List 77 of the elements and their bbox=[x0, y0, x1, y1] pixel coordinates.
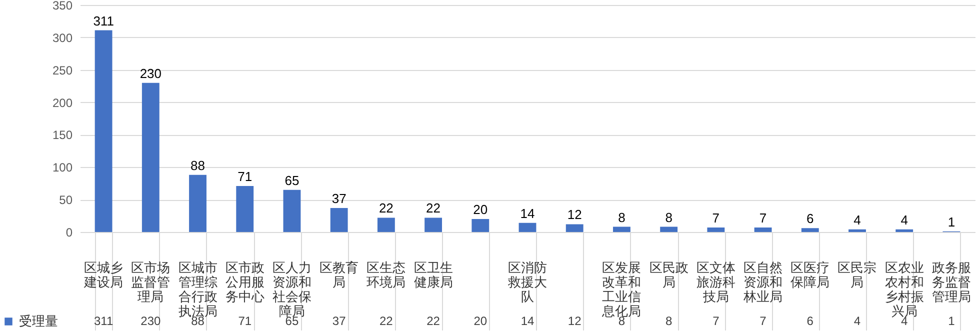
x-tick-label: 区文体旅游科技局 bbox=[696, 260, 736, 304]
y-tick-label: 150 bbox=[52, 128, 73, 142]
y-tick-label: 50 bbox=[59, 193, 73, 208]
x-tick-label: 区民宗局 bbox=[838, 260, 877, 290]
data-label: 22 bbox=[380, 314, 394, 328]
text: 12 bbox=[567, 207, 582, 222]
bar bbox=[189, 174, 206, 232]
text: 4 bbox=[854, 212, 861, 228]
x-tick-label: 区城乡建设局 bbox=[83, 260, 124, 290]
data-label: 14 bbox=[520, 314, 534, 328]
data-label: 7 bbox=[712, 314, 720, 328]
text: 4 bbox=[900, 212, 908, 228]
text: 65 bbox=[284, 172, 300, 188]
bar bbox=[424, 218, 442, 232]
text: 37 bbox=[332, 191, 346, 206]
x-tick-label: 区城市管理综合行政执法局 bbox=[178, 260, 218, 318]
y-tick-label: 100 bbox=[52, 160, 73, 175]
x-tick-label: 区市场监督管理局 bbox=[131, 260, 170, 304]
x-tick-label: 区自然资源和林业局 bbox=[742, 260, 783, 304]
data-label: 311 bbox=[94, 314, 114, 328]
text: 22 bbox=[378, 200, 394, 216]
y-tick-label: 0 bbox=[66, 226, 73, 240]
bar bbox=[612, 226, 630, 232]
y-tick-label: 300 bbox=[52, 30, 73, 45]
bar bbox=[660, 226, 678, 232]
legend-label: 受理量 bbox=[19, 314, 58, 328]
x-tick-label: 区市政公用服务中心 bbox=[225, 260, 264, 304]
data-label: 230 bbox=[140, 314, 161, 328]
bar bbox=[472, 219, 490, 232]
data-label: 6 bbox=[806, 314, 814, 328]
bar bbox=[566, 224, 584, 232]
x-tick-label: 区人力资源和社会保障局 bbox=[272, 260, 312, 318]
text: 71 bbox=[238, 168, 252, 184]
bar bbox=[283, 190, 301, 232]
text: 88 bbox=[190, 158, 205, 173]
bar bbox=[801, 228, 819, 232]
text: 311 bbox=[93, 13, 114, 28]
text: 7 bbox=[759, 210, 767, 226]
bar bbox=[896, 229, 914, 232]
bar bbox=[236, 186, 254, 232]
data-label: 22 bbox=[426, 314, 440, 328]
y-tick-label: 350 bbox=[52, 0, 73, 12]
data-label: 12 bbox=[568, 314, 582, 328]
data-label: 20 bbox=[474, 314, 488, 328]
x-tick-label: 区消防救援大队 bbox=[507, 260, 547, 304]
data-label: 4 bbox=[854, 314, 861, 328]
text: 1 bbox=[948, 214, 956, 230]
text: 6 bbox=[806, 211, 814, 226]
data-label: 1 bbox=[948, 314, 956, 328]
text: 14 bbox=[520, 206, 535, 221]
data-label: 7 bbox=[760, 314, 767, 328]
text: 230 bbox=[140, 66, 162, 81]
bar bbox=[330, 208, 348, 232]
text: 8 bbox=[665, 210, 672, 225]
x-tick-label: 区农业农村和乡村振兴局 bbox=[884, 260, 924, 318]
x-tick-label: 区生态环境局 bbox=[366, 260, 406, 290]
y-tick-label: 250 bbox=[52, 63, 73, 78]
bar bbox=[142, 82, 160, 232]
x-tick-label: 区医疗保障局 bbox=[790, 260, 830, 290]
bar bbox=[707, 227, 725, 232]
data-label: 71 bbox=[238, 314, 252, 328]
bar bbox=[848, 229, 866, 232]
bar bbox=[377, 218, 395, 232]
x-tick-label: 区卫生健康局 bbox=[414, 260, 453, 290]
bar bbox=[94, 30, 112, 232]
y-tick-label: 200 bbox=[52, 96, 73, 110]
bar bbox=[754, 227, 772, 232]
data-label: 8 bbox=[665, 314, 672, 328]
x-tick-label: 政务服务监督管理局 bbox=[932, 260, 971, 304]
text: 20 bbox=[473, 202, 488, 218]
x-tick-label: 区教育局 bbox=[320, 260, 359, 290]
text: 22 bbox=[426, 200, 441, 216]
text: 8 bbox=[618, 210, 626, 225]
x-tick-label: 区民政局 bbox=[649, 260, 688, 290]
data-label: 37 bbox=[332, 314, 346, 328]
bar bbox=[518, 222, 536, 232]
text: 7 bbox=[712, 210, 720, 226]
